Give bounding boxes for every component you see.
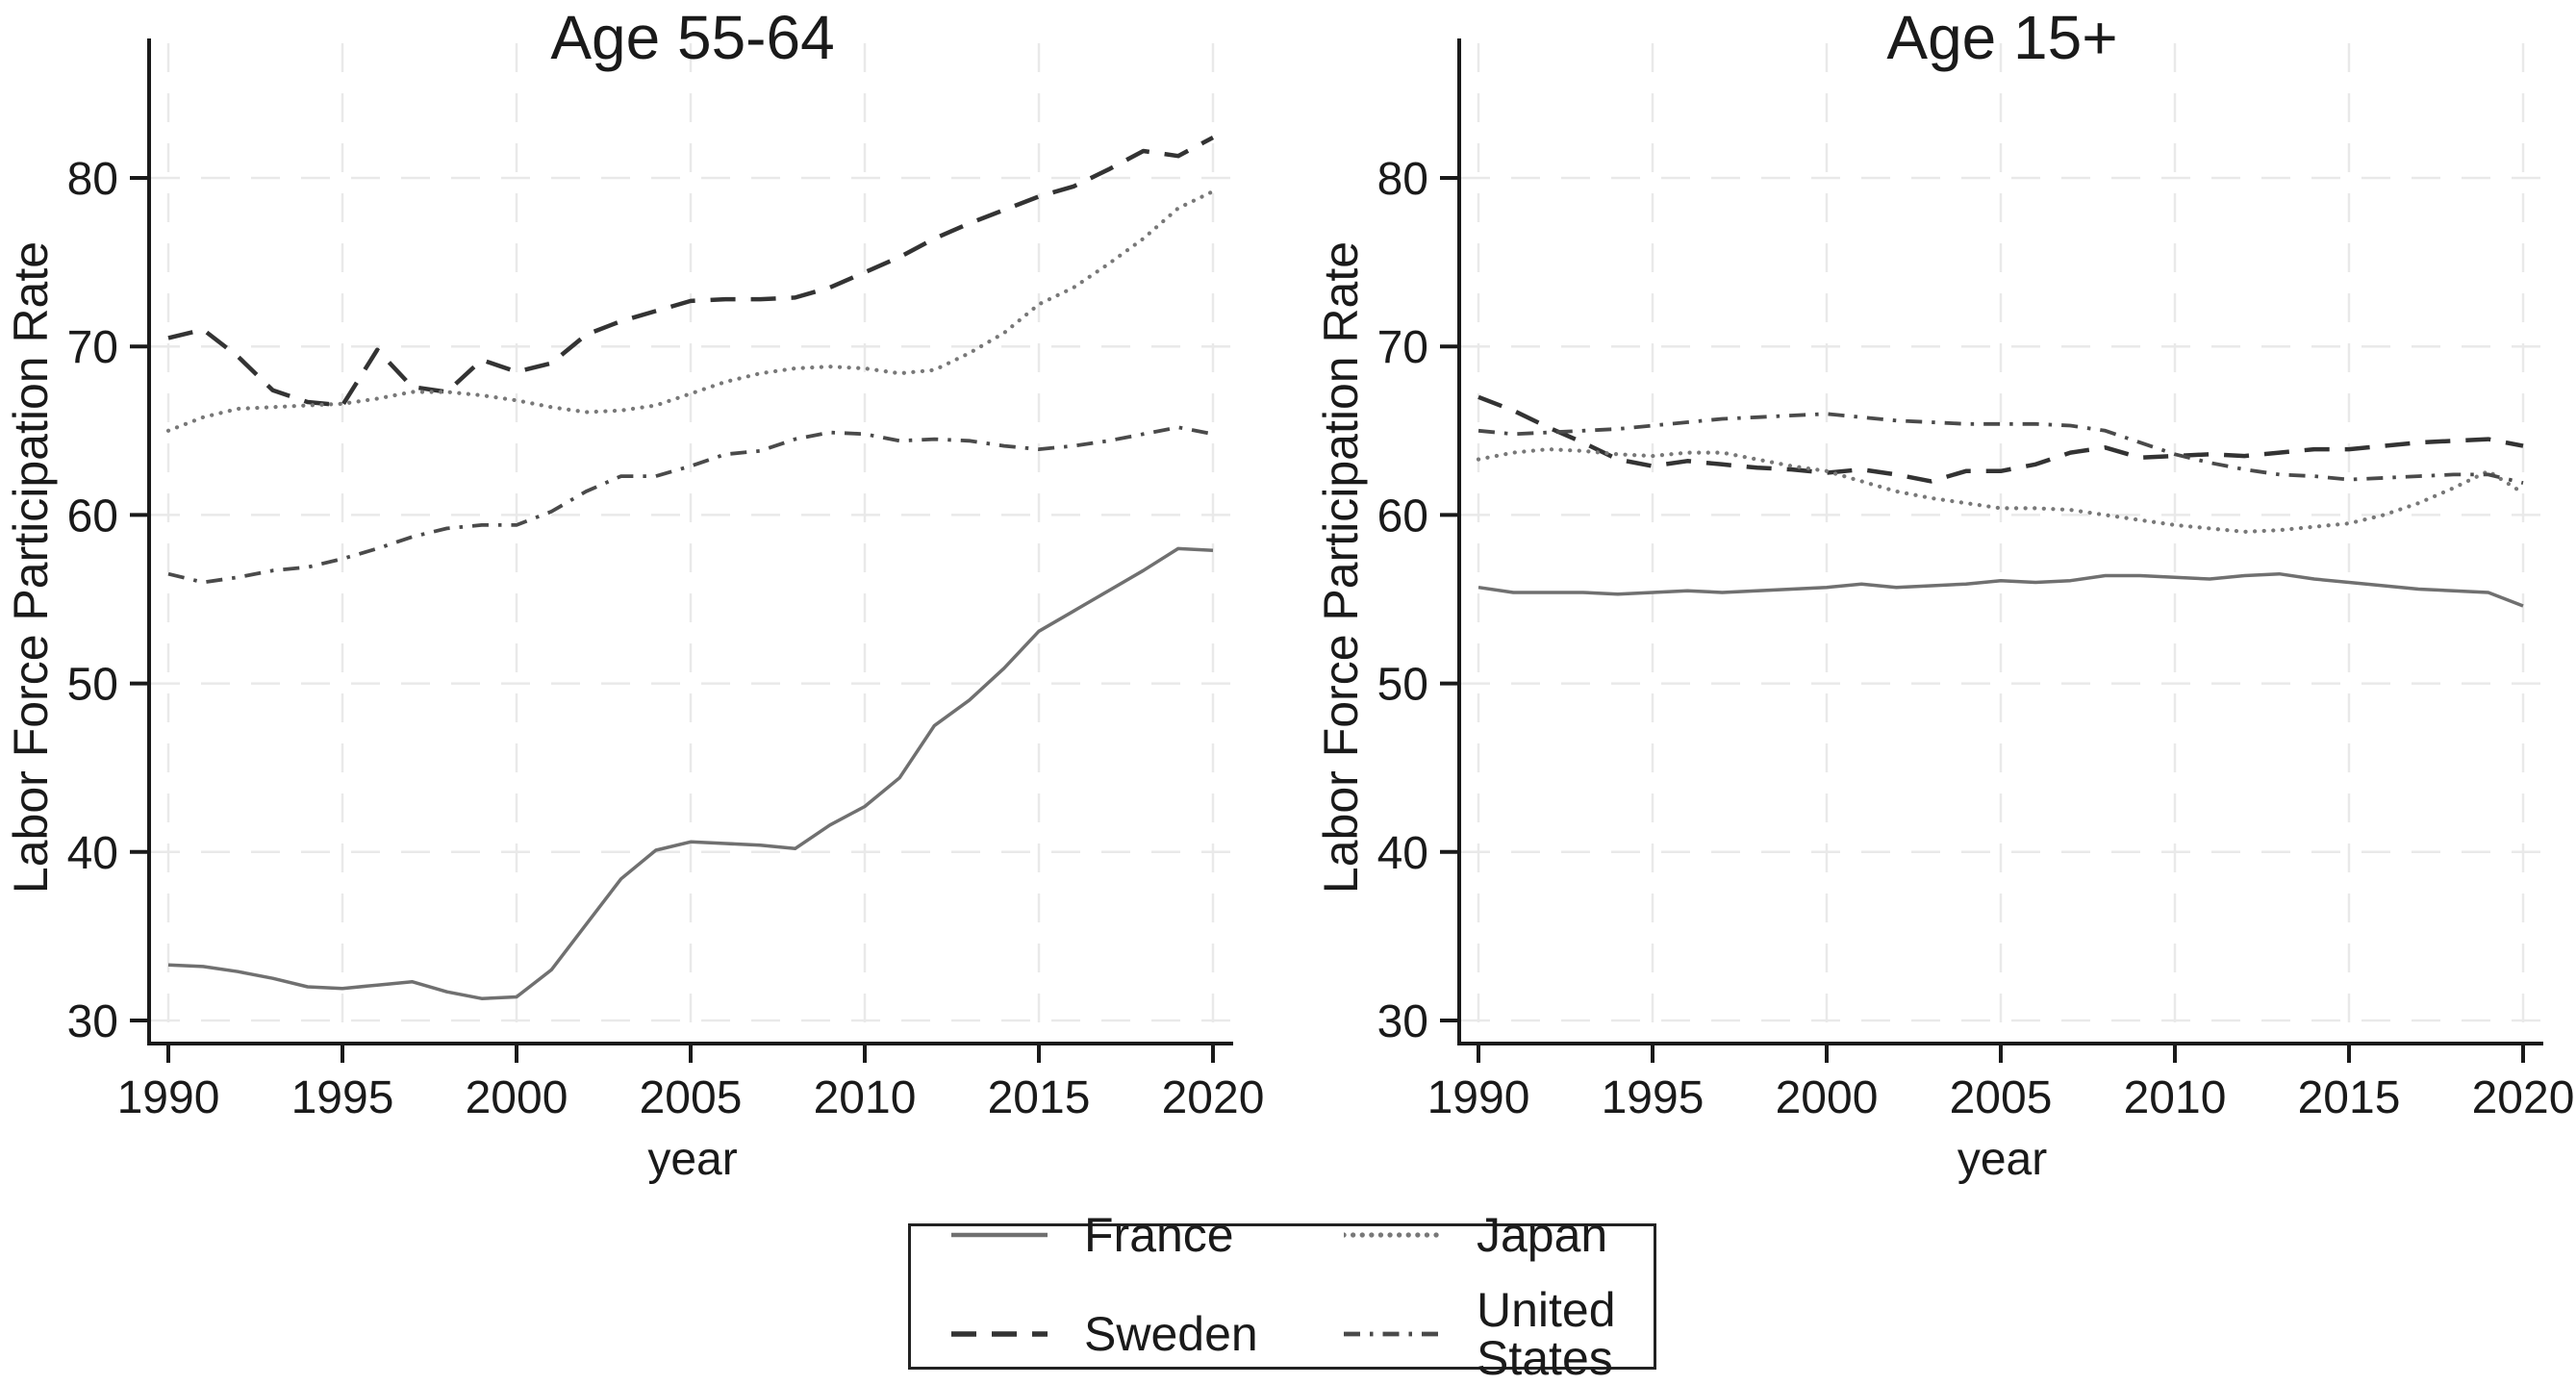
panel-title-age-15plus: Age 15+ bbox=[1886, 3, 2118, 72]
svg-text:1995: 1995 bbox=[1602, 1072, 1705, 1123]
legend-label-united-states: United States bbox=[1477, 1283, 1616, 1385]
svg-text:2015: 2015 bbox=[2298, 1072, 2401, 1123]
svg-text:40: 40 bbox=[67, 828, 118, 879]
svg-text:2020: 2020 bbox=[2472, 1072, 2575, 1123]
svg-text:80: 80 bbox=[67, 154, 118, 205]
svg-text:60: 60 bbox=[1377, 491, 1428, 541]
series-line-united-states bbox=[167, 425, 1214, 585]
series-line-japan bbox=[1476, 447, 2526, 535]
x-axis-label-right: year bbox=[1957, 1134, 2048, 1185]
svg-text:2005: 2005 bbox=[1950, 1072, 2053, 1123]
svg-text:2000: 2000 bbox=[466, 1072, 568, 1123]
svg-text:2015: 2015 bbox=[988, 1072, 1091, 1123]
svg-text:2000: 2000 bbox=[1776, 1072, 1879, 1123]
svg-text:70: 70 bbox=[67, 322, 118, 373]
svg-text:70: 70 bbox=[1377, 322, 1428, 373]
y-axis-label-left: Labor Force Participation Rate bbox=[4, 240, 58, 894]
svg-text:2020: 2020 bbox=[1162, 1072, 1265, 1123]
legend-swatch-dashed-line-icon bbox=[951, 1331, 1048, 1337]
legend-item-united-states: United States bbox=[1344, 1286, 1654, 1382]
legend-label-sweden: Sweden bbox=[1084, 1307, 1258, 1361]
series-line-france bbox=[167, 546, 1214, 1000]
svg-text:30: 30 bbox=[67, 996, 118, 1047]
series-line-sweden bbox=[167, 136, 1215, 408]
svg-text:2010: 2010 bbox=[814, 1072, 917, 1123]
svg-text:1995: 1995 bbox=[291, 1072, 394, 1123]
legend-swatch-dashdot-line-icon bbox=[1344, 1331, 1440, 1337]
x-axis-label-left: year bbox=[647, 1134, 738, 1185]
series-line-sweden bbox=[1477, 394, 2524, 484]
legend-label-japan: Japan bbox=[1477, 1208, 1608, 1262]
chart-panel-age-15plus: 30 40 50 60 70 80 1990 1995 2000 2005 2010 2015 2020 bbox=[1377, 38, 2575, 1123]
legend-label-france: France bbox=[1084, 1208, 1234, 1262]
y-axis-label-right: Labor Force Participation Rate bbox=[1314, 240, 1368, 894]
svg-text:50: 50 bbox=[67, 660, 118, 711]
legend-item-sweden: Sweden bbox=[951, 1286, 1344, 1382]
svg-text:1990: 1990 bbox=[117, 1072, 220, 1123]
legend-swatch-dotted-line-icon bbox=[1344, 1232, 1440, 1238]
legend-item-france: France bbox=[951, 1211, 1344, 1259]
svg-text:30: 30 bbox=[1377, 996, 1428, 1047]
svg-text:50: 50 bbox=[1377, 660, 1428, 711]
legend: France Japan Sweden United States bbox=[908, 1211, 1656, 1382]
svg-text:2010: 2010 bbox=[2124, 1072, 2227, 1123]
panel-title-age-55-64: Age 55-64 bbox=[550, 3, 835, 72]
svg-text:40: 40 bbox=[1377, 828, 1428, 879]
legend-swatch-solid-line-icon bbox=[951, 1232, 1048, 1238]
svg-text:60: 60 bbox=[67, 491, 118, 541]
svg-text:2005: 2005 bbox=[640, 1072, 743, 1123]
legend-item-japan: Japan bbox=[1344, 1211, 1654, 1259]
series-line-france bbox=[1477, 571, 2524, 608]
svg-text:1990: 1990 bbox=[1427, 1072, 1530, 1123]
chart-panel-age-55-64: 30 40 50 60 70 80 1990 1995 2000 2005 2010 2015 2020 bbox=[67, 38, 1265, 1123]
svg-text:80: 80 bbox=[1377, 154, 1428, 205]
